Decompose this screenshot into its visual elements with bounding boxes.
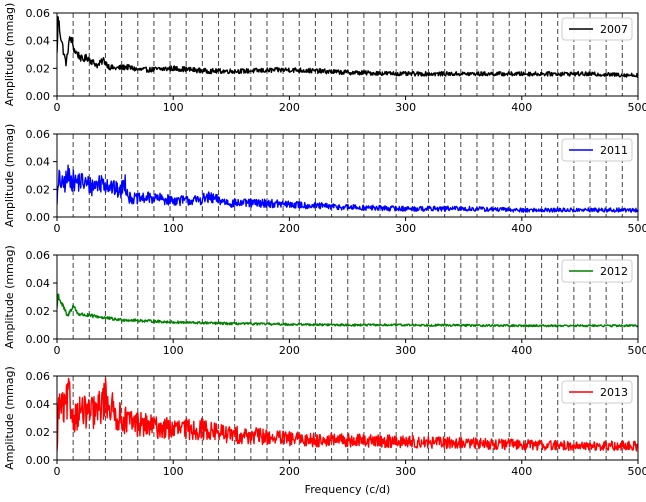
chart-panel-4: 0 100 200 300 400 500 0.00 0.02 0.04 0.06 Amplitud… xyxy=(3,366,646,496)
x-tick-label: 300 xyxy=(395,222,416,235)
legend-label: 2007 xyxy=(600,23,628,36)
y-axis-label: Amplitude (mmag) xyxy=(3,3,16,107)
y-tick-label: 0.00 xyxy=(26,211,51,224)
x-tick-label: 400 xyxy=(511,465,532,478)
x-tick-label: 300 xyxy=(395,101,416,114)
x-tick-label: 500 xyxy=(628,101,646,114)
series-line-2011 xyxy=(57,165,638,212)
x-tick-label: 100 xyxy=(163,344,184,357)
legend: 2007 xyxy=(562,18,632,40)
x-tick-label: 0 xyxy=(54,344,61,357)
y-axis-label: Amplitude (mmag) xyxy=(3,366,16,470)
x-tick-label: 200 xyxy=(279,465,300,478)
y-tick-label: 0.04 xyxy=(26,156,51,169)
x-tick-label: 500 xyxy=(628,344,646,357)
y-tick-label: 0.02 xyxy=(26,62,51,75)
x-tick-label: 0 xyxy=(54,222,61,235)
x-tick-label: 100 xyxy=(163,222,184,235)
y-tick-label: 0.04 xyxy=(26,277,51,290)
y-tick-label: 0.00 xyxy=(26,333,51,346)
chart-panel-1: 0 100 200 300 400 500 0.00 0.02 0.04 0.06 Amplitud… xyxy=(3,3,646,114)
x-tick-label: 500 xyxy=(628,465,646,478)
x-tick-label: 200 xyxy=(279,222,300,235)
x-tick-label: 400 xyxy=(511,222,532,235)
y-tick-label: 0.04 xyxy=(26,35,51,48)
y-tick-label: 0.06 xyxy=(26,128,51,141)
x-tick-label: 100 xyxy=(163,101,184,114)
x-tick-label: 200 xyxy=(279,101,300,114)
series-line-2013 xyxy=(57,378,638,451)
x-tick-label: 500 xyxy=(628,222,646,235)
legend-label: 2012 xyxy=(600,265,628,278)
x-tick-label: 400 xyxy=(511,101,532,114)
y-tick-label: 0.02 xyxy=(26,183,51,196)
y-tick-label: 0.02 xyxy=(26,305,51,318)
y-tick-label: 0.00 xyxy=(26,90,51,103)
y-tick-label: 0.02 xyxy=(26,426,51,439)
x-tick-label: 200 xyxy=(279,344,300,357)
x-tick-label: 300 xyxy=(395,465,416,478)
x-axis-label: Frequency (c/d) xyxy=(305,483,391,496)
x-tick-label: 300 xyxy=(395,344,416,357)
legend: 2012 xyxy=(562,260,632,282)
y-axis-label: Amplitude (mmag) xyxy=(3,245,16,349)
x-tick-label: 400 xyxy=(511,344,532,357)
y-axis-label: Amplitude (mmag) xyxy=(3,124,16,228)
y-tick-label: 0.04 xyxy=(26,398,51,411)
x-tick-label: 0 xyxy=(54,465,61,478)
legend: 2011 xyxy=(562,139,632,161)
legend-label: 2011 xyxy=(600,144,628,157)
chart-panel-3: 0 100 200 300 400 500 0.00 0.02 0.04 0.06 Amplitud… xyxy=(3,245,646,357)
y-tick-label: 0.06 xyxy=(26,7,51,20)
x-tick-label: 100 xyxy=(163,465,184,478)
x-tick-label: 0 xyxy=(54,101,61,114)
y-tick-label: 0.06 xyxy=(26,249,51,262)
y-tick-label: 0.06 xyxy=(26,370,51,383)
legend-label: 2013 xyxy=(600,386,628,399)
y-tick-label: 0.00 xyxy=(26,454,51,467)
chart-panel-2: 0 100 200 300 400 500 0.00 0.02 0.04 0.06 Amplitud… xyxy=(3,124,646,235)
legend: 2013 xyxy=(562,381,632,403)
